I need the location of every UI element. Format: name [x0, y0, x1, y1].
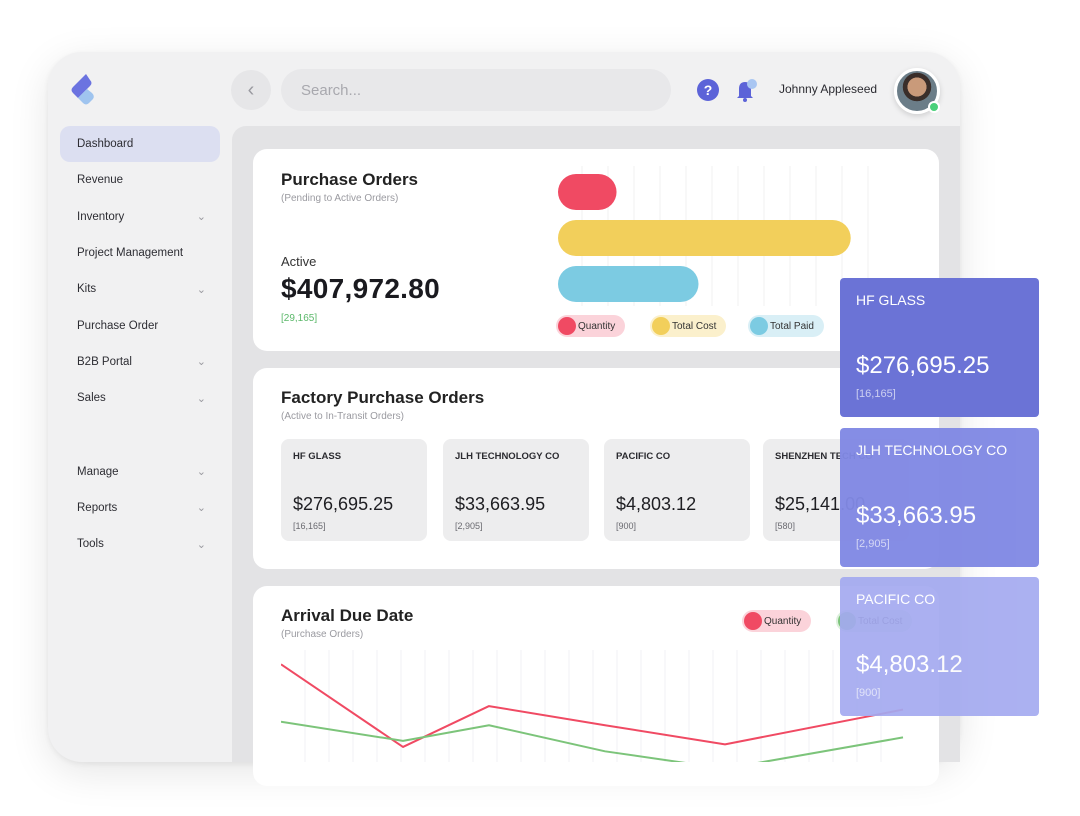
sidebar-item-purchase-order[interactable]: Purchase Order: [60, 307, 220, 343]
legend-label: Total Cost: [672, 320, 717, 332]
sidebar-item-b2b-portal[interactable]: B2B Portal ⌄: [60, 344, 220, 380]
legend-label: Quantity: [764, 615, 802, 627]
sidebar-item-label: Sales: [77, 392, 106, 405]
floating-card-count: [2,905]: [856, 538, 890, 550]
floating-card-name: HF GLASS: [856, 292, 926, 308]
chevron-down-icon: ⌄: [196, 502, 206, 515]
purchase-orders-bar-chart: [558, 166, 869, 306]
sidebar: Dashboard Revenue Inventory ⌄ Project Manage…: [60, 126, 220, 562]
arrival-due-card: [253, 586, 939, 786]
legend-label: Total Paid: [770, 320, 814, 332]
floating-card-amount: $4,803.12: [856, 651, 963, 678]
sidebar-item-revenue[interactable]: Revenue: [60, 162, 220, 198]
tile-count: [580]: [775, 521, 796, 531]
tile-amount: $276,695.25: [293, 494, 394, 514]
help-icon[interactable]: ?: [697, 79, 719, 101]
sidebar-item-label: Project Management: [77, 247, 184, 260]
sidebar-item-label: Revenue: [77, 174, 124, 187]
sidebar-item-label: Manage: [77, 465, 119, 478]
sidebar-item-dashboard[interactable]: Dashboard: [60, 126, 220, 163]
floating-card-amount: $33,663.95: [856, 502, 977, 529]
sidebar-item-manage[interactable]: Manage ⌄: [60, 453, 220, 489]
floating-card-amount: $276,695.25: [856, 352, 990, 379]
sidebar-item-sales[interactable]: Sales ⌄: [60, 380, 220, 416]
online-status-indicator: [928, 101, 940, 113]
bar-total-cost: [558, 220, 851, 256]
floating-card-count: [16,165]: [856, 388, 896, 400]
sidebar-item-tools[interactable]: Tools ⌄: [60, 526, 220, 562]
purchase-orders-title: Purchase Orders: [281, 170, 419, 189]
factory-orders-subtitle: (Active to In-Transit Orders): [281, 411, 404, 422]
arrival-line-chart: [281, 650, 904, 762]
legend-quantity[interactable]: Quantity: [556, 315, 626, 337]
bar-quantity: [558, 174, 617, 210]
sidebar-item-label: Reports: [77, 501, 118, 514]
legend-total-paid[interactable]: Total Paid: [748, 315, 824, 337]
active-count: [29,165]: [281, 313, 318, 324]
factory-orders-title: Factory Purchase Orders: [281, 388, 485, 407]
factory-tile-pacific-co[interactable]: PACIFIC CO $4,803.12 [900]: [604, 439, 750, 541]
search-input[interactable]: [281, 69, 671, 111]
chevron-down-icon: ⌄: [196, 392, 206, 405]
sidebar-item-label: Purchase Order: [77, 319, 159, 332]
sidebar-item-label: Dashboard: [77, 138, 134, 151]
floating-card-hf-glass[interactable]: HF GLASS $276,695.25 [16,165]: [840, 278, 1039, 417]
sidebar-item-kits[interactable]: Kits ⌄: [60, 271, 220, 307]
sidebar-item-label: Inventory: [77, 210, 125, 223]
tile-count: [900]: [616, 521, 637, 531]
tile-name: PACIFIC CO: [616, 451, 671, 462]
legend-dot: [652, 317, 670, 335]
logo-icon[interactable]: [70, 72, 96, 106]
floating-card-count: [900]: [856, 687, 881, 699]
tile-amount: $4,803.12: [616, 494, 697, 514]
sidebar-item-inventory[interactable]: Inventory ⌄: [60, 199, 220, 235]
legend-dot: [750, 317, 768, 335]
line-total-cost: [281, 720, 904, 762]
legend-total-cost[interactable]: Total Cost: [650, 315, 727, 337]
sidebar-item-label: Kits: [77, 283, 97, 296]
back-button[interactable]: ‹: [231, 70, 271, 110]
tile-amount: $33,663.95: [455, 494, 546, 514]
floating-card-jlh-technology-co[interactable]: JLH TECHNOLOGY CO $33,663.95 [2,905]: [840, 428, 1039, 567]
legend-dot: [558, 317, 576, 335]
arrival-due-title: Arrival Due Date: [281, 606, 414, 625]
legend-dot: [744, 612, 762, 630]
user-name[interactable]: Johnny Appleseed: [779, 82, 878, 96]
chevron-down-icon: ⌄: [196, 211, 206, 224]
chevron-down-icon: ⌄: [196, 538, 206, 551]
active-label: Active: [281, 254, 317, 269]
chevron-down-icon: ⌄: [196, 283, 206, 296]
floating-card-pacific-co[interactable]: PACIFIC CO $4,803.12 [900]: [840, 577, 1039, 716]
back-arrow-icon: ‹: [247, 78, 255, 101]
tile-count: [16,165]: [293, 521, 326, 531]
bell-icon[interactable]: [733, 77, 759, 103]
factory-tile-hf-glass[interactable]: HF GLASS $276,695.25 [16,165]: [281, 439, 427, 541]
tile-name: JLH TECHNOLOGY CO: [455, 451, 560, 462]
arrival-due-subtitle: (Purchase Orders): [281, 629, 364, 640]
legend-quantity[interactable]: Quantity: [742, 610, 812, 632]
tile-name: SHENZHEN TECH CO: [775, 451, 873, 462]
sidebar-item-label: Tools: [77, 538, 104, 551]
line-quantity: [281, 663, 904, 748]
tile-name: HF GLASS: [293, 451, 342, 462]
legend-label: Quantity: [578, 320, 616, 332]
sidebar-item-label: B2B Portal: [77, 355, 132, 368]
chevron-down-icon: ⌄: [196, 356, 206, 369]
tile-count: [2,905]: [455, 521, 483, 531]
purchase-orders-subtitle: (Pending to Active Orders): [281, 193, 399, 204]
chevron-down-icon: ⌄: [196, 466, 206, 479]
active-amount: $407,972.80: [281, 273, 441, 304]
floating-card-name: PACIFIC CO: [856, 591, 936, 607]
factory-tile-jlh-technology-co[interactable]: JLH TECHNOLOGY CO $33,663.95 [2,905]: [443, 439, 589, 541]
floating-card-name: JLH TECHNOLOGY CO: [856, 442, 1008, 458]
sidebar-item-reports[interactable]: Reports ⌄: [60, 490, 220, 526]
bar-total-paid: [558, 266, 699, 302]
sidebar-item-project-management[interactable]: Project Management: [60, 235, 220, 271]
